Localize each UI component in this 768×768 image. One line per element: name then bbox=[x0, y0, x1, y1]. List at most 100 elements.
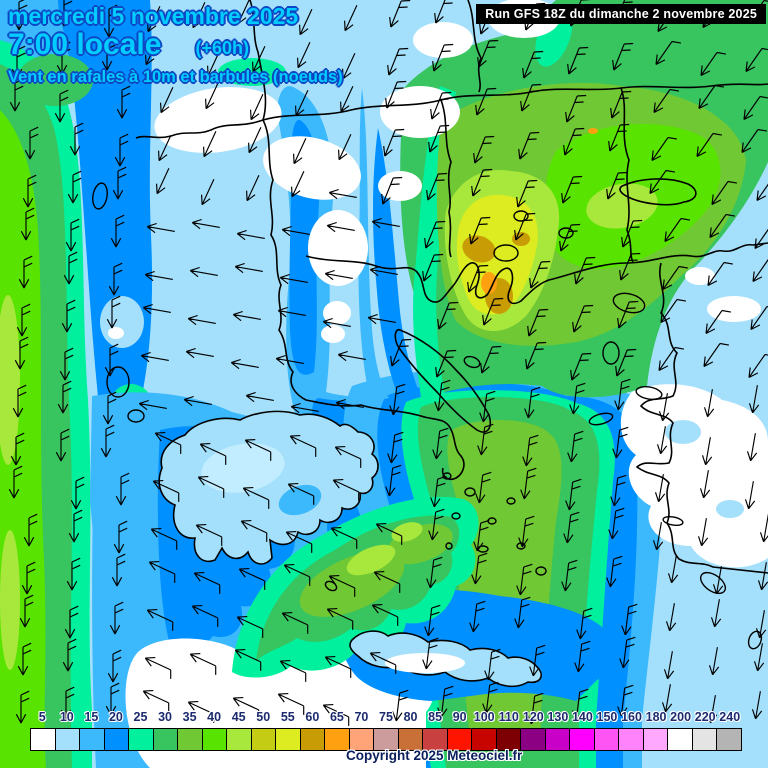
scale-tick-label: 130 bbox=[547, 710, 569, 724]
island-outline bbox=[442, 472, 452, 480]
anatolia-hole2 bbox=[716, 500, 744, 518]
scale-tick-label: 90 bbox=[452, 710, 467, 724]
west-band-chart1 bbox=[0, 295, 20, 465]
scale-cell bbox=[716, 728, 742, 751]
scale-tick-label: 55 bbox=[280, 710, 295, 724]
copyright-label: Copyright 2025 Meteociel.fr bbox=[346, 748, 523, 763]
island-outline bbox=[106, 366, 130, 398]
scale-tick-label: 220 bbox=[694, 710, 716, 724]
white-top2 bbox=[413, 22, 473, 58]
island-outline bbox=[699, 571, 727, 595]
scale-cell bbox=[520, 728, 546, 751]
border-bulgaria-turkey bbox=[620, 87, 634, 263]
scale-cell bbox=[299, 728, 326, 751]
color-scale-bar bbox=[30, 728, 742, 751]
white-spot-small bbox=[321, 325, 345, 343]
scale-cell bbox=[667, 728, 693, 751]
marmara-chart bbox=[586, 183, 658, 229]
scale-tick-label: 85 bbox=[428, 710, 443, 724]
scale-tick-label: 60 bbox=[305, 710, 320, 724]
anatolia-hole1 bbox=[665, 420, 701, 444]
white-anatolia bbox=[620, 384, 768, 568]
scale-tick-label: 70 bbox=[354, 710, 369, 724]
scale-cell bbox=[569, 728, 595, 751]
scale-cell bbox=[544, 728, 571, 751]
white-anatolia-spot2 bbox=[707, 296, 761, 322]
island-outline bbox=[324, 580, 338, 592]
white-thessaly bbox=[308, 210, 368, 286]
scale-cell bbox=[593, 728, 620, 751]
scale-cell bbox=[275, 728, 301, 751]
scale-tick-label: 25 bbox=[133, 710, 148, 724]
scale-tick-label: 40 bbox=[207, 710, 222, 724]
white-spot-center bbox=[323, 301, 351, 325]
peloponnese-land bbox=[158, 410, 379, 565]
crete-white bbox=[385, 653, 465, 673]
border-albania bbox=[135, 119, 264, 139]
peloponnese-cyanspot bbox=[278, 484, 322, 516]
scale-tick-label: 100 bbox=[473, 710, 495, 724]
peloponnese-lightblue bbox=[201, 443, 285, 493]
scale-tick-label: 140 bbox=[571, 710, 593, 724]
island-outline bbox=[602, 341, 620, 365]
coast-turkey-west bbox=[635, 262, 768, 574]
ne-edge-cyan bbox=[358, 88, 389, 402]
scale-cell bbox=[618, 728, 644, 751]
scale-cell bbox=[103, 728, 130, 751]
white-macedonia2 bbox=[263, 136, 361, 200]
coast-west-greece bbox=[249, 0, 465, 481]
scale-tick-label: 15 bbox=[84, 710, 99, 724]
scale-tick-label: 200 bbox=[670, 710, 692, 724]
border-north bbox=[262, 83, 768, 121]
scale-tick-label: 30 bbox=[158, 710, 172, 724]
island-outline bbox=[635, 385, 663, 401]
scale-tick-label: 180 bbox=[645, 710, 667, 724]
scale-tick-label: 160 bbox=[621, 710, 642, 724]
island-outline bbox=[127, 409, 145, 423]
scale-tick-label: 35 bbox=[182, 710, 197, 724]
forecast-date: mercredi 5 novembre 2025 bbox=[8, 3, 299, 29]
white-macedonia1 bbox=[154, 87, 282, 153]
scale-cell bbox=[128, 728, 154, 751]
scale-tick-label: 50 bbox=[256, 710, 271, 724]
scale-cell bbox=[177, 728, 203, 751]
scale-tick-label: 240 bbox=[719, 710, 741, 724]
scale-tick-label: 10 bbox=[59, 710, 74, 724]
border-central bbox=[440, 99, 452, 258]
scale-tick-label: 75 bbox=[379, 710, 393, 724]
scale-tick-label: 45 bbox=[231, 710, 246, 724]
scale-cell bbox=[30, 728, 56, 751]
island-outline bbox=[451, 512, 461, 520]
map-subtitle: Vent en rafales à 10m et barbules (noeud… bbox=[8, 67, 343, 86]
scale-cell bbox=[642, 728, 669, 751]
scale-cell bbox=[79, 728, 105, 751]
scale-tick-label: 120 bbox=[522, 710, 544, 724]
forecast-offset: (+60h) bbox=[195, 38, 249, 59]
white-anatolia-spot1 bbox=[685, 267, 715, 285]
map-header: mercredi 5 novembre 2025 7:00 locale (+6… bbox=[8, 3, 343, 87]
island-outline bbox=[493, 244, 519, 262]
island-outline bbox=[506, 497, 516, 505]
naegean-orange bbox=[481, 272, 497, 294]
island-outline bbox=[464, 487, 476, 497]
top-mint-spot bbox=[218, 58, 286, 86]
scale-cell bbox=[152, 728, 179, 751]
coast-pocket-pale bbox=[100, 296, 144, 348]
naegean-ochre3 bbox=[512, 232, 530, 246]
island-outline bbox=[92, 182, 108, 210]
island-outline bbox=[445, 542, 453, 550]
island-outline bbox=[662, 515, 684, 527]
island-outline bbox=[588, 412, 614, 426]
west-band-chart2 bbox=[0, 530, 20, 670]
scale-tick-label: 150 bbox=[596, 710, 618, 724]
coast-pocket-white bbox=[108, 327, 124, 339]
scale-tick-label: 65 bbox=[329, 710, 344, 724]
island-outline bbox=[463, 355, 481, 369]
scale-tick-label: 110 bbox=[498, 710, 519, 724]
coast-north-aegean bbox=[305, 242, 768, 305]
west-band-tip bbox=[17, 54, 93, 106]
island-outline bbox=[513, 210, 529, 222]
arc-chart2 bbox=[391, 522, 423, 542]
